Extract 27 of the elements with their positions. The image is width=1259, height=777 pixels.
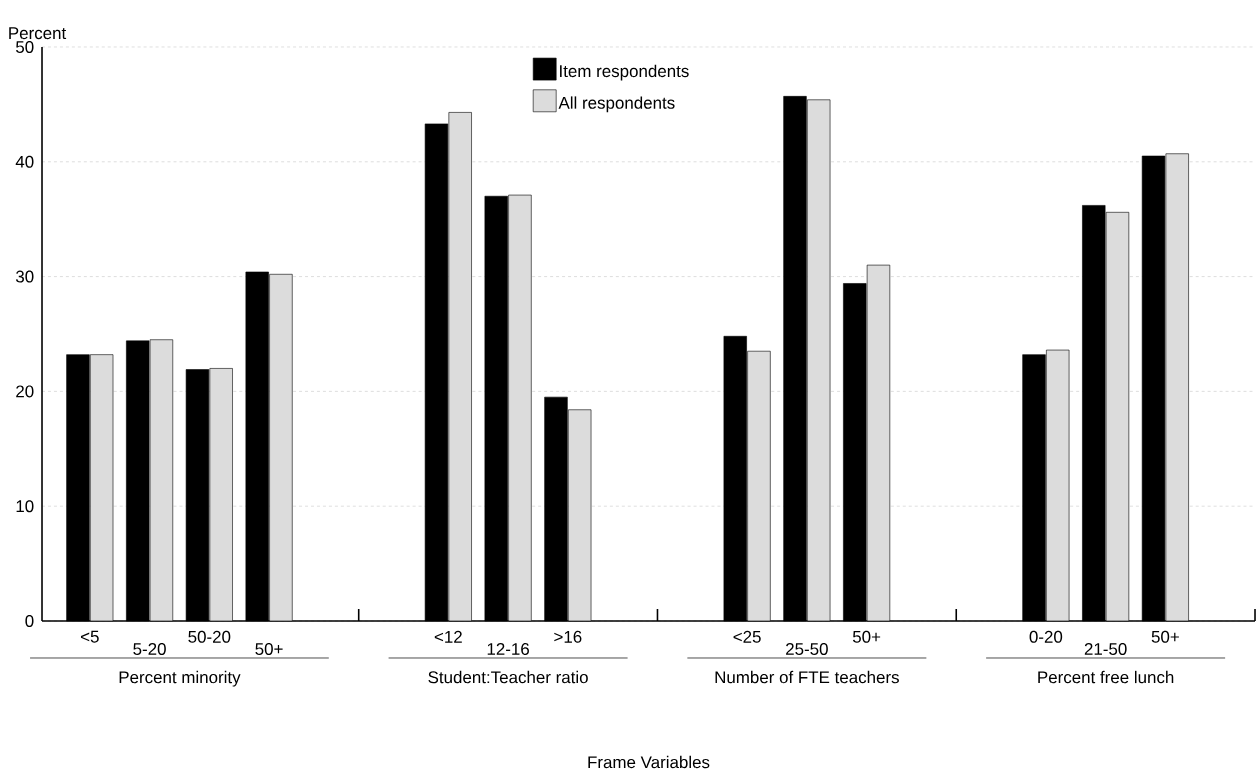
- x-tick-label: <12: [434, 630, 462, 643]
- y-tick-label: 20: [16, 385, 34, 398]
- x-tick-label: 50-20: [188, 630, 231, 643]
- text: Percent free lunch: [1038, 670, 1174, 684]
- x-tick-label: 21-50: [1084, 643, 1127, 655]
- y-tick-label: 50: [16, 40, 34, 53]
- legend-label: All respondents: [558, 96, 675, 113]
- x-tick-label: 5-20: [133, 643, 166, 655]
- text: Number of FTE teachers: [715, 670, 899, 684]
- text: Student:Teacher ratio: [428, 670, 588, 684]
- y-tick-label: 30: [15, 270, 34, 283]
- x-tick-label: <5: [80, 630, 99, 643]
- x-tick-label: 50+: [852, 630, 881, 643]
- y-tick-label: 40: [15, 155, 34, 168]
- x-tick-label: 50+: [1151, 630, 1179, 643]
- y-axis-title: Percent: [9, 27, 67, 40]
- x-tick-label: <25: [733, 630, 761, 643]
- legend-label: Item respondents: [560, 64, 689, 81]
- text: Percent minority: [119, 670, 241, 687]
- x-tick-label: 50+: [255, 643, 283, 655]
- x-tick-label: 0-20: [1029, 630, 1063, 643]
- x-tick-label: 12-16: [487, 643, 529, 655]
- x-tick-label: 25-50: [786, 643, 828, 655]
- y-tick-label: 0: [25, 614, 34, 627]
- text: Frame Variables: [588, 755, 710, 769]
- y-tick-label: 10: [16, 500, 34, 513]
- x-tick-label: >16: [554, 630, 582, 643]
